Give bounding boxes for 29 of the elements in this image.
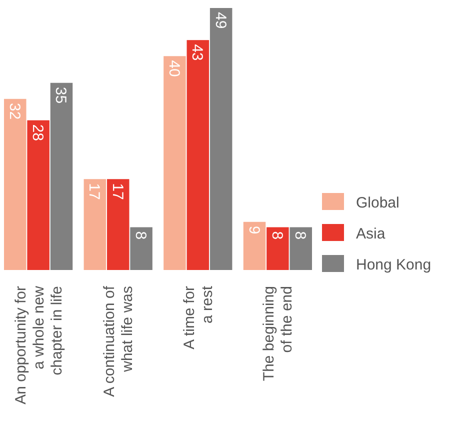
- data-label: 17: [86, 183, 103, 200]
- bar: [84, 179, 106, 270]
- data-label: 8: [132, 231, 150, 240]
- bar: [186, 40, 210, 270]
- data-label: 28: [29, 124, 46, 141]
- legend-label: Hong Kong: [356, 256, 432, 274]
- x-tick-label: A time for a rest: [180, 285, 216, 350]
- data-label: 49: [212, 12, 229, 29]
- data-label: 8: [292, 231, 309, 240]
- bar: [130, 227, 152, 270]
- data-label: 35: [52, 86, 70, 104]
- x-tick-label: An opportunity for a whole new chapter in life: [12, 286, 66, 404]
- legend-label: Global: [356, 194, 400, 212]
- data-label: 43: [188, 44, 206, 61]
- data-label: 40: [165, 60, 182, 77]
- data-label: 17: [108, 183, 126, 200]
- bar: [106, 179, 130, 270]
- data-label: 9: [245, 226, 262, 234]
- bar: [164, 56, 186, 270]
- legend-label: Asia: [356, 225, 386, 242]
- bar: [243, 222, 266, 270]
- bar: [210, 8, 232, 270]
- bar: [290, 227, 312, 270]
- bar: [50, 82, 73, 270]
- bar: [27, 120, 50, 270]
- data-label: 32: [6, 102, 23, 120]
- data-label: 8: [268, 231, 286, 240]
- bar: [4, 98, 26, 270]
- bar: [266, 227, 289, 270]
